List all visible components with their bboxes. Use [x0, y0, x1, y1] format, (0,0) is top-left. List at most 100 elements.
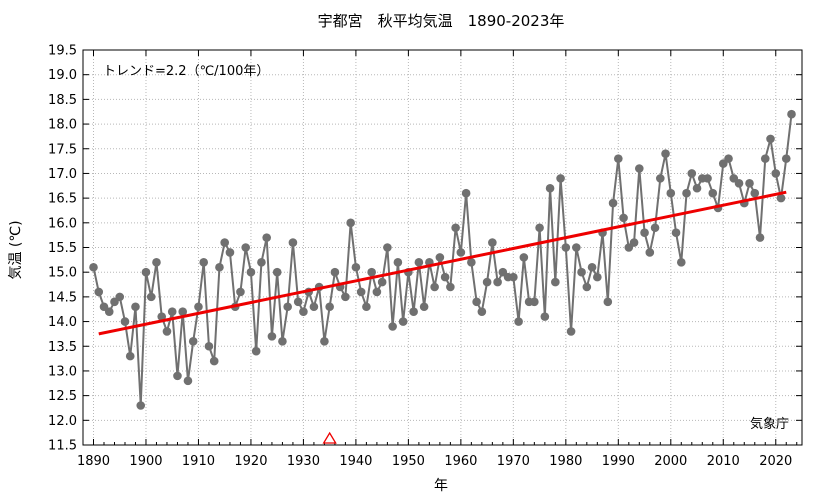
x-tick-label: 1970: [497, 454, 530, 469]
data-point: [781, 154, 791, 163]
data-point: [183, 376, 193, 386]
data-point: [750, 188, 760, 198]
source-label: 気象庁: [750, 416, 789, 432]
y-tick-label: 17.5: [48, 142, 77, 157]
y-tick-label: 12.0: [48, 414, 77, 429]
data-point: [703, 174, 712, 183]
data-point: [125, 351, 135, 361]
data-point: [262, 233, 271, 242]
y-tick-label: 19.0: [48, 68, 77, 83]
x-tick-label: 1950: [392, 454, 425, 469]
y-tick-label: 13.5: [48, 340, 77, 355]
data-point: [89, 262, 98, 272]
plot-frame: [82, 49, 803, 446]
data-point: [766, 134, 775, 144]
data-point: [556, 174, 565, 183]
data-point: [451, 223, 460, 233]
data-point: [204, 341, 214, 351]
x-axis-ticks: 1890 1900 1910 1920 1930 1940 1950 1960 1970 1980…: [77, 50, 798, 469]
x-tick-label: 1990: [602, 454, 635, 469]
data-point: [771, 169, 781, 178]
data-point: [461, 188, 471, 198]
data-point: [341, 292, 350, 302]
y-tick-label: 11.5: [48, 439, 77, 454]
data-point: [398, 317, 408, 326]
data-point: [115, 292, 125, 302]
x-axis-label: 年: [434, 478, 448, 494]
x-tick-label: 1920: [234, 454, 267, 469]
data-point: [104, 307, 114, 316]
x-tick-label: 1910: [182, 454, 215, 469]
data-point: [241, 243, 250, 252]
data-point: [467, 258, 476, 267]
data-point: [776, 193, 786, 203]
data-point: [152, 258, 161, 267]
data-point: [288, 238, 298, 247]
data-point: [745, 179, 754, 188]
data-point: [293, 297, 303, 307]
data-point: [477, 307, 487, 316]
data-point: [655, 174, 665, 183]
data-point: [131, 302, 140, 312]
data-point: [561, 243, 571, 252]
x-tick-label: 1890: [77, 454, 110, 469]
data-point: [572, 243, 581, 252]
data-point: [530, 297, 539, 307]
data-point: [325, 302, 334, 312]
data-point: [356, 287, 366, 297]
data-point: [787, 109, 796, 119]
trend-label: トレンド=2.2（℃/100年）: [103, 64, 269, 79]
data-point: [141, 267, 151, 277]
data-point: [577, 267, 586, 277]
data-point: [267, 332, 277, 341]
data-point: [178, 307, 188, 316]
y-tick-label: 12.5: [48, 389, 77, 404]
data-point: [608, 198, 618, 208]
trend-line: [98, 190, 787, 336]
x-tick-label: 1960: [444, 454, 477, 469]
data-point: [372, 287, 382, 297]
y-tick-label: 18.5: [48, 93, 77, 108]
x-tick-label: 1900: [129, 454, 162, 469]
data-point: [582, 282, 592, 292]
data-point: [409, 307, 418, 316]
y-tick-label: 15.5: [48, 241, 77, 256]
data-point: [488, 238, 497, 247]
data-point: [367, 267, 376, 277]
data-point: [225, 248, 235, 257]
x-tick-label: 2010: [707, 454, 740, 469]
data-point: [661, 149, 670, 158]
data-point: [388, 322, 397, 331]
data-point: [146, 292, 156, 302]
data-point: [320, 337, 329, 346]
data-point: [593, 272, 602, 282]
data-point: [173, 371, 182, 381]
data-point: [635, 164, 644, 173]
data-point: [120, 317, 130, 326]
x-tick-label: 1980: [549, 454, 582, 469]
trend-layer: [98, 190, 787, 336]
grid: [83, 50, 802, 445]
data-point: [509, 272, 518, 282]
data-point: [215, 262, 224, 272]
data-point: [309, 302, 319, 312]
y-tick-label: 14.0: [48, 315, 77, 330]
data-point: [383, 243, 392, 252]
station-relocation-marker: [322, 431, 337, 444]
data-point: [640, 228, 649, 237]
data-point: [94, 287, 104, 297]
data-point: [676, 258, 686, 267]
data-point: [162, 327, 172, 336]
data-point: [346, 218, 355, 228]
data-point: [514, 317, 523, 326]
y-tick-label: 19.5: [48, 44, 77, 59]
x-tick-label: 1930: [287, 454, 320, 469]
data-point: [446, 282, 455, 292]
marker-layer: [322, 431, 337, 444]
y-tick-label: 15.0: [48, 266, 77, 281]
data-point: [377, 277, 387, 287]
data-point: [551, 277, 560, 287]
data-point: [188, 337, 198, 346]
data-point: [419, 302, 429, 312]
data-point: [650, 223, 660, 233]
